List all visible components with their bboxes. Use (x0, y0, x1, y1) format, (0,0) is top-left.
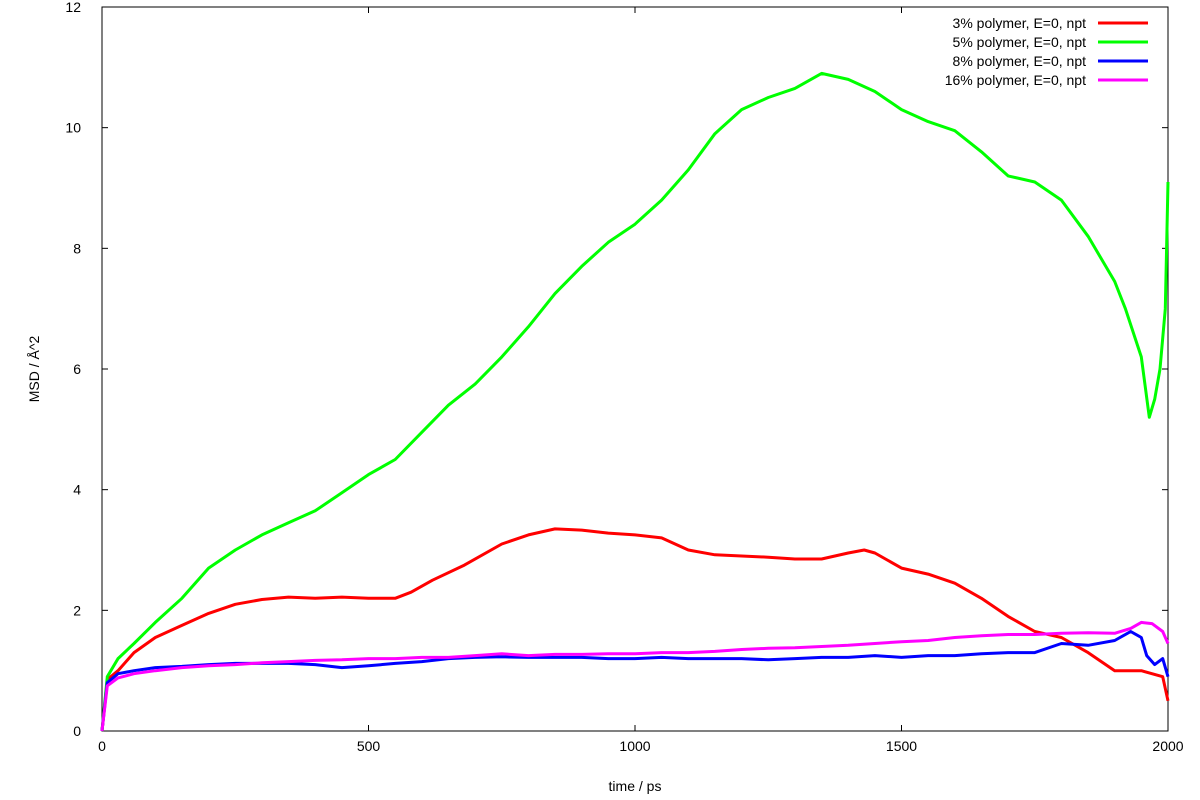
y-tick-label: 2 (73, 602, 81, 618)
plot-frame (101, 6, 1169, 732)
y-tick-label: 10 (65, 120, 81, 136)
y-tick-label: 12 (65, 0, 81, 15)
series-line-0 (100, 527, 1170, 732)
legend-label: 5% polymer, E=0, npt (953, 34, 1087, 50)
x-tick-label: 0 (98, 738, 106, 754)
series-line-3 (100, 620, 1170, 732)
legend-label: 16% polymer, E=0, npt (945, 72, 1086, 88)
y-axis-label: MSD / Å^2 (26, 336, 42, 403)
x-tick-label: 500 (357, 738, 381, 754)
legend-label: 8% polymer, E=0, npt (953, 53, 1087, 69)
x-tick-label: 1000 (619, 738, 650, 754)
y-tick-label: 6 (73, 361, 81, 377)
series-line-1 (100, 71, 1170, 732)
x-axis-label: time / ps (609, 778, 662, 794)
y-tick-label: 8 (73, 240, 81, 256)
y-tick-label: 0 (73, 723, 81, 739)
axis-ticks: 0 500 1000 1500 2000 0 2 4 6 8 10 12 (65, 0, 1183, 754)
x-tick-label: 1500 (886, 738, 917, 754)
legend: 3% polymer, E=0, npt 5% polymer, E=0, npt… (945, 15, 1148, 88)
series-line-2 (100, 630, 1170, 732)
x-tick-label: 2000 (1152, 738, 1183, 754)
legend-label: 3% polymer, E=0, npt (953, 15, 1087, 31)
y-tick-label: 4 (73, 482, 81, 498)
series-lines (100, 71, 1170, 732)
